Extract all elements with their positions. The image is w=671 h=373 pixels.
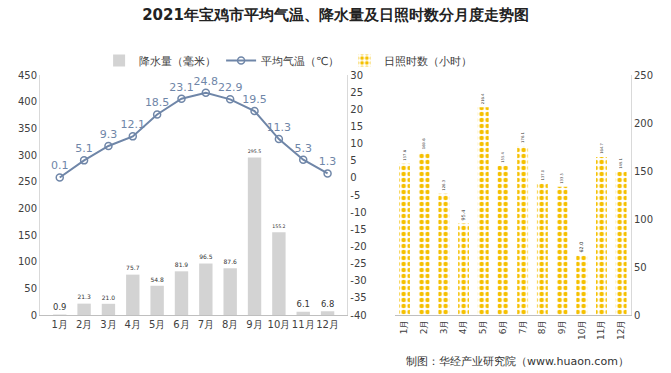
svg-text:12.1: 12.1 xyxy=(121,118,146,131)
svg-text:87.6: 87.6 xyxy=(224,258,238,265)
svg-text:6.8: 6.8 xyxy=(321,299,334,309)
svg-text:100: 100 xyxy=(18,256,37,267)
svg-text:2021年宝鸡市平均气温、降水量及日照时数分月度走势图: 2021年宝鸡市平均气温、降水量及日照时数分月度走势图 xyxy=(142,6,529,24)
svg-text:0.9: 0.9 xyxy=(53,302,66,312)
svg-text:295.5: 295.5 xyxy=(248,149,261,154)
svg-text:制图：华经产业研究院（www.huaon.com）: 制图：华经产业研究院（www.huaon.com） xyxy=(406,355,629,368)
svg-text:150: 150 xyxy=(18,230,37,241)
svg-text:9月: 9月 xyxy=(246,319,262,330)
svg-text:-35: -35 xyxy=(350,292,366,303)
svg-text:62.0: 62.0 xyxy=(579,242,584,253)
svg-text:200: 200 xyxy=(18,203,37,214)
svg-text:0.1: 0.1 xyxy=(51,159,69,172)
svg-text:155.4: 155.4 xyxy=(501,151,505,162)
svg-text:95.4: 95.4 xyxy=(461,210,466,221)
svg-text:3月: 3月 xyxy=(439,320,449,335)
svg-text:21.0: 21.0 xyxy=(102,294,116,301)
svg-text:18.5: 18.5 xyxy=(145,96,170,109)
svg-text:5月: 5月 xyxy=(149,319,165,330)
svg-text:8月: 8月 xyxy=(537,320,547,335)
svg-text:300: 300 xyxy=(18,150,37,161)
svg-text:1月: 1月 xyxy=(399,320,409,335)
svg-text:7月: 7月 xyxy=(518,320,528,335)
svg-text:24.8: 24.8 xyxy=(194,75,219,88)
svg-text:平均气温（℃）: 平均气温（℃） xyxy=(261,55,339,68)
svg-text:0: 0 xyxy=(634,310,640,321)
svg-text:30: 30 xyxy=(350,70,363,81)
svg-text:96.5: 96.5 xyxy=(199,253,213,260)
svg-text:3月: 3月 xyxy=(100,319,116,330)
svg-text:5: 5 xyxy=(350,155,356,166)
svg-text:11月: 11月 xyxy=(596,320,606,340)
svg-text:-20: -20 xyxy=(350,241,366,252)
svg-text:-30: -30 xyxy=(350,275,366,286)
svg-text:450: 450 xyxy=(18,70,37,81)
svg-text:2月: 2月 xyxy=(419,320,429,335)
svg-text:11月: 11月 xyxy=(292,319,315,330)
svg-text:日照时数（小时）: 日照时数（小时） xyxy=(384,55,472,68)
svg-text:6.1: 6.1 xyxy=(297,299,310,309)
svg-text:10月: 10月 xyxy=(577,320,587,340)
svg-text:216.4: 216.4 xyxy=(481,93,485,104)
svg-text:75.7: 75.7 xyxy=(126,264,140,271)
svg-text:降水量（毫米）: 降水量（毫米） xyxy=(139,55,216,68)
svg-text:54.8: 54.8 xyxy=(150,276,164,283)
svg-text:4月: 4月 xyxy=(125,319,141,330)
svg-text:6月: 6月 xyxy=(173,319,189,330)
svg-text:164.7: 164.7 xyxy=(599,142,604,153)
svg-text:-40: -40 xyxy=(350,310,366,321)
svg-text:1.3: 1.3 xyxy=(319,155,337,168)
svg-text:0: 0 xyxy=(350,172,356,183)
svg-text:12月: 12月 xyxy=(316,319,339,330)
svg-text:-15: -15 xyxy=(350,224,366,235)
svg-text:12月: 12月 xyxy=(616,320,626,340)
svg-text:8月: 8月 xyxy=(222,319,238,330)
svg-text:-25: -25 xyxy=(350,258,366,269)
svg-text:157.6: 157.6 xyxy=(403,149,407,160)
svg-text:155.2: 155.2 xyxy=(272,224,285,229)
svg-text:9.3: 9.3 xyxy=(100,128,118,141)
svg-text:200: 200 xyxy=(634,118,653,129)
svg-text:25: 25 xyxy=(350,87,363,98)
svg-text:10: 10 xyxy=(350,138,363,149)
svg-text:5月: 5月 xyxy=(478,320,488,335)
svg-text:50: 50 xyxy=(634,262,647,273)
svg-text:150: 150 xyxy=(634,166,653,177)
svg-text:-10: -10 xyxy=(350,207,366,218)
svg-text:6月: 6月 xyxy=(498,320,508,335)
svg-text:100: 100 xyxy=(634,214,653,225)
svg-text:133.5: 133.5 xyxy=(559,172,564,183)
svg-text:4月: 4月 xyxy=(458,320,468,335)
svg-text:169.6: 169.6 xyxy=(422,138,426,149)
svg-text:10月: 10月 xyxy=(268,319,291,330)
svg-text:-5: -5 xyxy=(350,190,360,201)
svg-text:11.3: 11.3 xyxy=(267,121,292,134)
svg-text:19.5: 19.5 xyxy=(242,93,267,106)
svg-text:5.3: 5.3 xyxy=(294,142,312,155)
svg-text:7月: 7月 xyxy=(198,319,214,330)
svg-text:20: 20 xyxy=(350,104,363,115)
svg-text:21.3: 21.3 xyxy=(77,293,91,300)
svg-text:9月: 9月 xyxy=(557,320,567,335)
svg-text:15: 15 xyxy=(350,121,363,132)
svg-text:50: 50 xyxy=(24,283,37,294)
svg-text:149.1: 149.1 xyxy=(618,157,623,168)
svg-text:126.3: 126.3 xyxy=(441,179,446,190)
svg-text:250: 250 xyxy=(18,176,37,187)
svg-text:0: 0 xyxy=(31,310,37,321)
svg-text:1月: 1月 xyxy=(52,319,68,330)
svg-text:176.1: 176.1 xyxy=(520,132,525,143)
svg-text:22.9: 22.9 xyxy=(218,81,243,94)
svg-text:23.1: 23.1 xyxy=(169,81,194,94)
svg-text:81.9: 81.9 xyxy=(175,261,189,268)
svg-text:5.1: 5.1 xyxy=(75,142,93,155)
svg-text:400: 400 xyxy=(18,96,37,107)
svg-text:2月: 2月 xyxy=(76,319,92,330)
svg-text:350: 350 xyxy=(18,123,37,134)
svg-text:137.0: 137.0 xyxy=(541,169,545,180)
svg-text:250: 250 xyxy=(634,70,653,81)
